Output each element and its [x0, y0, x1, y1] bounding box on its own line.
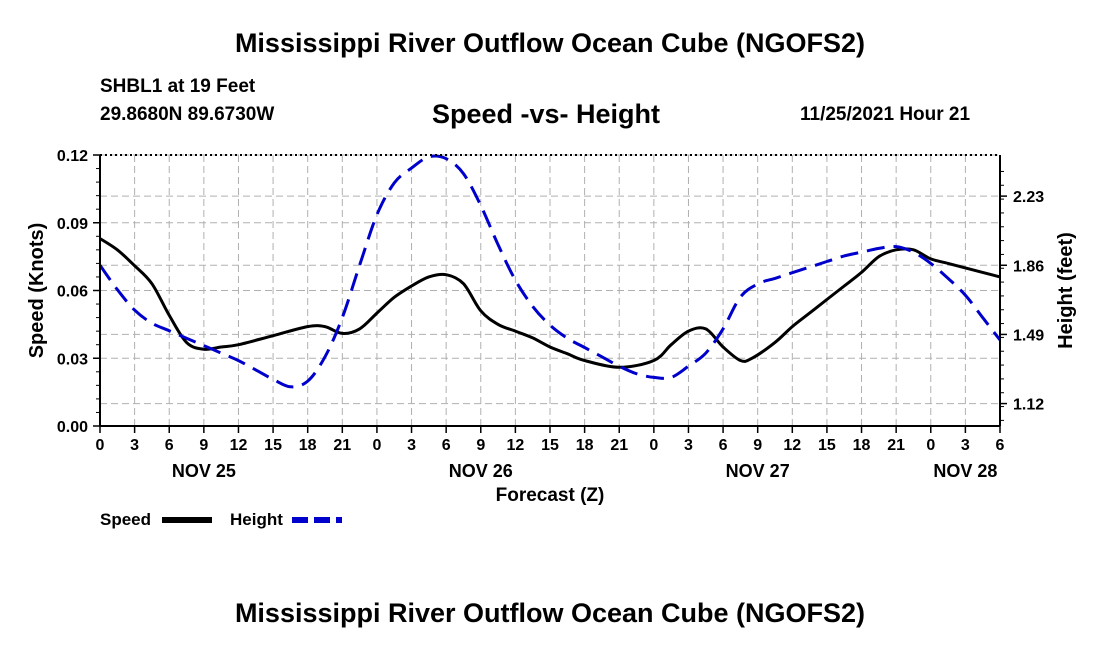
- x-tick-label: 21: [610, 437, 628, 454]
- y-tick-label: 0.03: [57, 351, 88, 368]
- x-tick-label: 9: [476, 437, 485, 454]
- x-tick-label: 0: [96, 437, 105, 454]
- y2-axis-title: Height (feet): [1055, 232, 1077, 349]
- y-tick-label: 0.00: [57, 419, 88, 436]
- x-tick-label: 3: [130, 437, 139, 454]
- x-tick-label: 9: [199, 437, 208, 454]
- forecast-datestamp: 11/25/2021 Hour 21: [800, 104, 971, 125]
- legend-height-label: Height: [230, 510, 283, 529]
- x-tick-label: 0: [372, 437, 381, 454]
- series-layer: [98, 154, 1002, 389]
- x-tick-label: 0: [926, 437, 935, 454]
- x-tick-label: 0: [649, 437, 658, 454]
- day-label: NOV 26: [449, 461, 513, 481]
- x-tick-label: 18: [576, 437, 594, 454]
- chart-subtitle: Speed -vs- Height: [432, 99, 661, 129]
- y2-tick-label: 2.23: [1013, 189, 1044, 206]
- gridlines: [100, 154, 1000, 426]
- x-tick-label: 15: [264, 437, 282, 454]
- x-tick-label: 21: [887, 437, 905, 454]
- x-tick-label: 18: [853, 437, 871, 454]
- speed-series-line: [99, 237, 1001, 369]
- day-label: NOV 27: [726, 461, 790, 481]
- y-tick-label: 0.09: [57, 216, 88, 233]
- y-tick-label: 0.12: [57, 148, 88, 165]
- chart-title: Mississippi River Outflow Ocean Cube (NG…: [234, 28, 866, 58]
- station-label: SHBL1 at 19 Feet: [100, 76, 256, 97]
- x-tick-label: 12: [783, 437, 801, 454]
- y-tick-label: 0.06: [57, 284, 88, 301]
- x-tick-label: 12: [506, 437, 524, 454]
- legend-speed-label: Speed: [100, 510, 152, 529]
- station-coordinates: 29.8680N 89.6730W: [100, 104, 275, 125]
- footer-title: Mississippi River Outflow Ocean Cube (NG…: [234, 598, 866, 628]
- x-tick-label: 15: [818, 437, 836, 454]
- y2-tick-label: 1.86: [1013, 258, 1044, 275]
- x-tick-label: 15: [541, 437, 559, 454]
- x-tick-label: 6: [165, 437, 174, 454]
- day-label: NOV 28: [933, 461, 997, 481]
- x-tick-label: 21: [333, 437, 351, 454]
- x-tick-label: 12: [230, 437, 248, 454]
- day-label: NOV 25: [172, 461, 236, 481]
- x-tick-label: 6: [719, 437, 728, 454]
- y2-tick-label: 1.12: [1013, 397, 1044, 414]
- x-tick-label: 6: [442, 437, 451, 454]
- x-tick-label: 3: [407, 437, 416, 454]
- x-axis-title: Forecast (Z): [496, 485, 605, 506]
- x-tick-label: 3: [684, 437, 693, 454]
- height-series-line: [98, 154, 1002, 389]
- y2-tick-label: 1.49: [1013, 327, 1044, 344]
- x-tick-label: 6: [996, 437, 1005, 454]
- x-tick-label: 18: [299, 437, 317, 454]
- x-tick-label: 9: [753, 437, 762, 454]
- y-axis-title: Speed (Knots): [26, 223, 48, 359]
- axes: 0 3 6 9 12 15 18 21 0 3 6 9 12 15 18 21 0 3 6 9 12 15 18 21 0 3 6 N…: [26, 148, 1077, 506]
- x-tick-label: 3: [961, 437, 970, 454]
